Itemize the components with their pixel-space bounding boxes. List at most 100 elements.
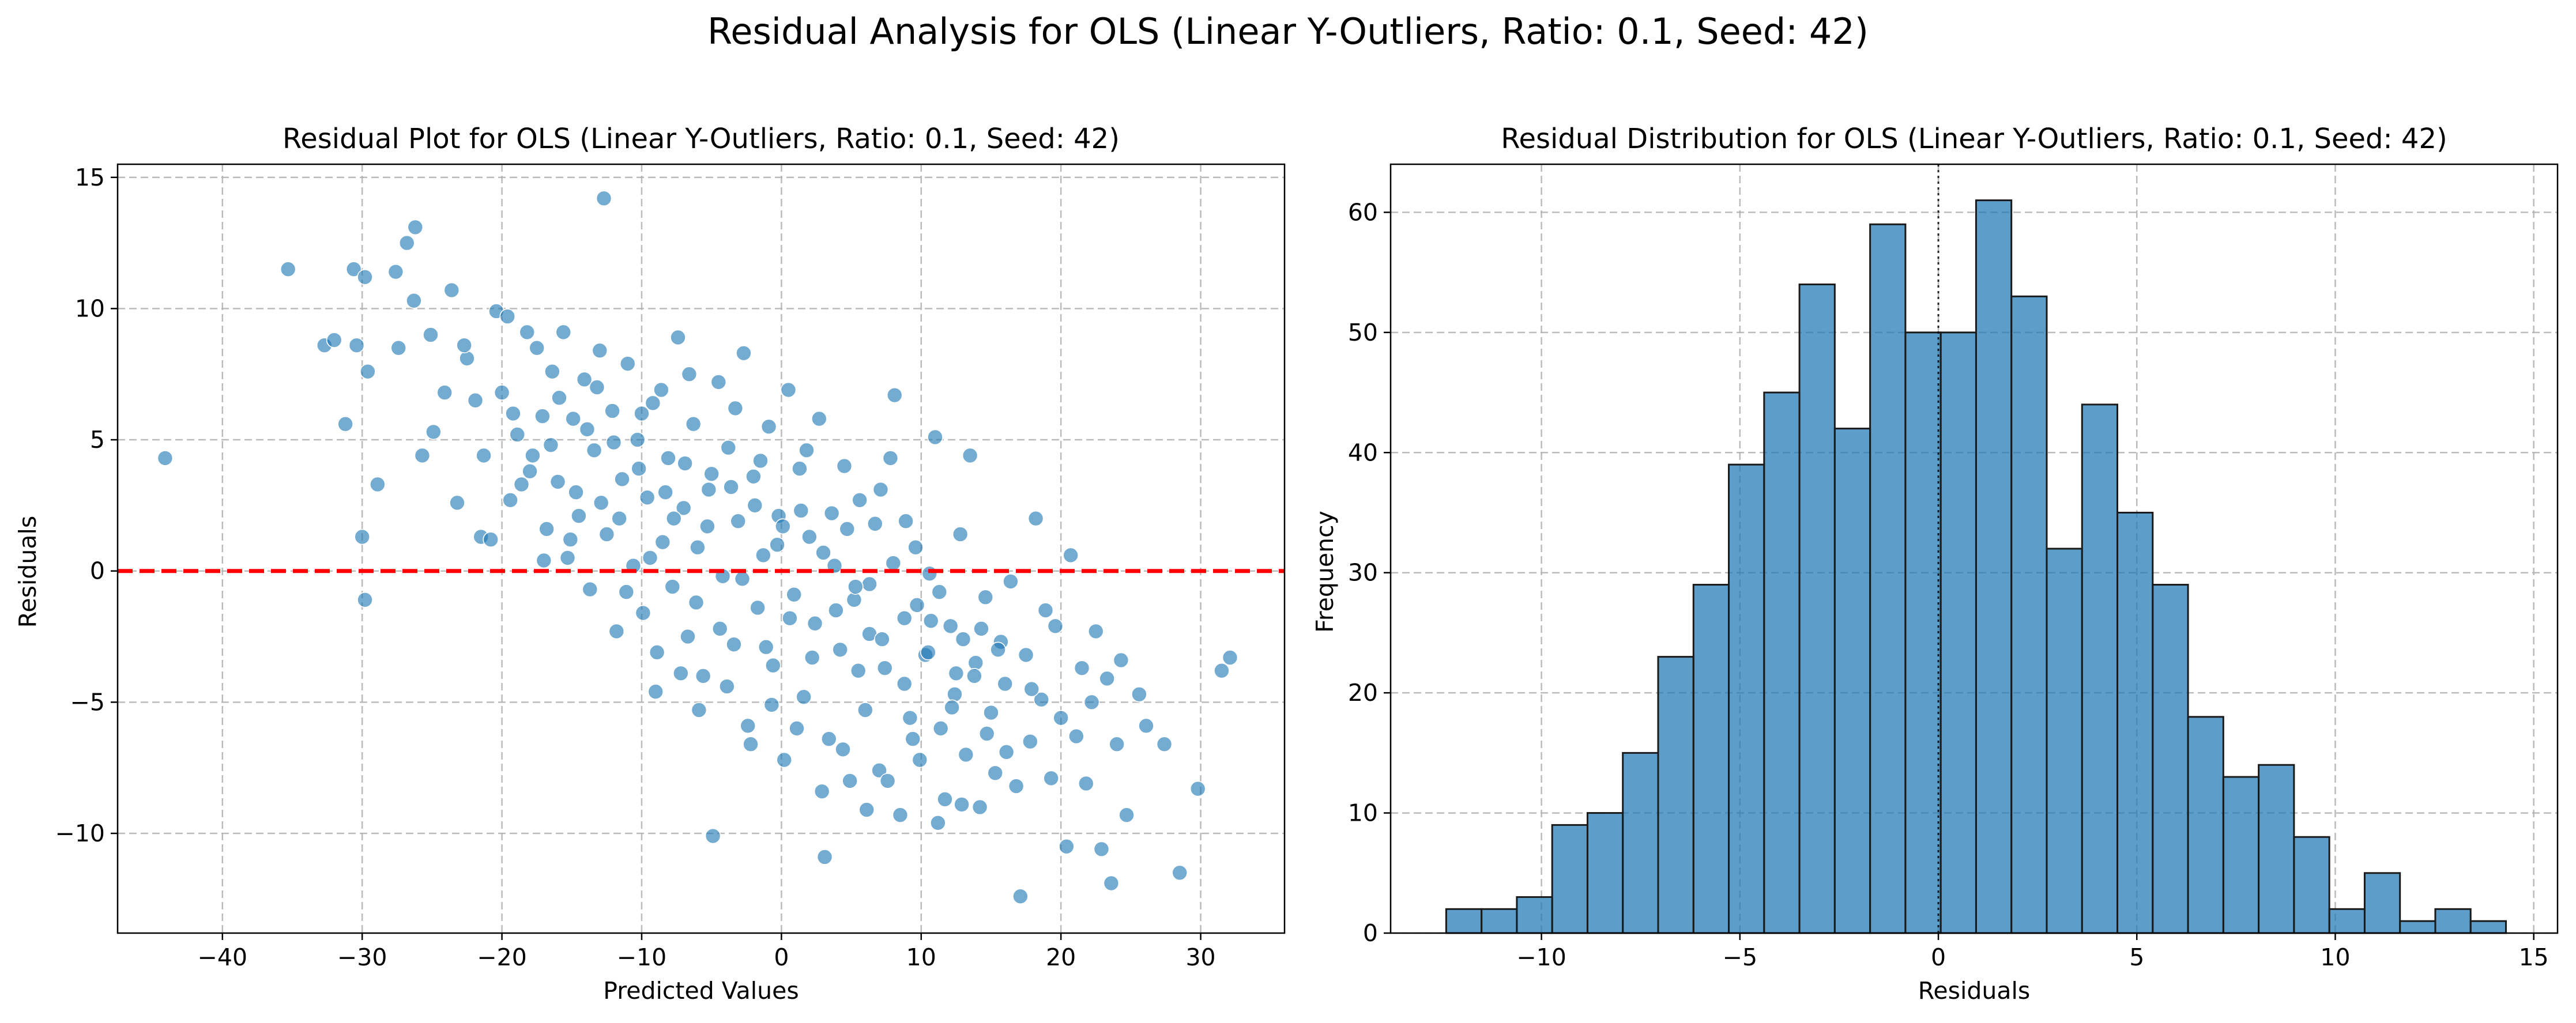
data-point	[502, 492, 518, 508]
figure-suptitle: Residual Analysis for OLS (Linear Y-Outl…	[707, 10, 1869, 52]
data-point	[1023, 681, 1040, 697]
data-point	[414, 447, 431, 464]
data-point	[769, 537, 785, 553]
data-point	[611, 510, 627, 527]
data-point	[927, 429, 943, 446]
data-point	[576, 371, 593, 388]
data-point	[596, 190, 612, 206]
data-point	[1047, 618, 1064, 635]
scatter-ticks: −40 −30 −20 −10 0 10 20 30 −10 −5 0 5 10 15	[55, 164, 1215, 971]
histogram-bar	[2363, 872, 2401, 934]
data-point	[1138, 718, 1154, 734]
data-point	[534, 408, 551, 424]
data-point	[792, 460, 808, 477]
data-point	[1103, 875, 1120, 892]
data-point	[867, 515, 883, 532]
data-point	[839, 521, 856, 537]
data-point	[529, 339, 545, 356]
data-point	[983, 704, 999, 721]
data-point	[544, 363, 560, 380]
data-point	[857, 702, 873, 718]
data-point	[736, 345, 752, 361]
data-point	[804, 650, 820, 666]
data-point	[958, 746, 974, 763]
histogram-bar	[1551, 824, 1588, 934]
data-point	[665, 510, 682, 527]
data-point	[360, 363, 376, 380]
data-point	[1053, 709, 1069, 726]
data-point	[670, 329, 686, 346]
data-point	[691, 702, 707, 718]
data-point	[699, 518, 715, 535]
data-point	[752, 452, 769, 469]
y-tick-label: 30	[1348, 559, 1378, 587]
data-point	[519, 324, 536, 341]
histogram-bar	[2469, 920, 2507, 934]
x-tick-label: 30	[1185, 943, 1215, 971]
data-point	[605, 434, 622, 451]
data-point	[719, 678, 735, 694]
data-point	[876, 660, 893, 676]
data-point	[673, 665, 689, 682]
data-point	[782, 610, 798, 626]
data-point	[629, 432, 646, 448]
data-point	[882, 450, 899, 466]
data-point	[816, 849, 833, 865]
data-point	[660, 450, 676, 466]
data-point	[509, 426, 526, 443]
data-point	[828, 602, 844, 618]
data-point	[280, 261, 296, 277]
x-tick-label: 10	[2320, 943, 2350, 971]
data-point	[966, 668, 982, 684]
data-point	[723, 479, 739, 495]
data-point	[499, 308, 516, 324]
data-point	[1037, 602, 1054, 618]
data-point	[836, 458, 853, 474]
data-point	[765, 657, 781, 674]
y-tick-label: −5	[70, 688, 105, 716]
data-point	[1214, 662, 1230, 679]
data-point	[886, 387, 903, 403]
data-point	[796, 689, 812, 705]
data-point	[525, 447, 541, 464]
histogram-bar	[1833, 428, 1871, 934]
data-point	[760, 418, 777, 435]
data-point	[1008, 778, 1025, 794]
data-point	[1027, 510, 1044, 527]
data-point	[703, 466, 720, 482]
data-point	[948, 665, 965, 682]
data-point	[730, 513, 747, 529]
data-point	[799, 442, 815, 459]
y-tick-label: 5	[90, 426, 105, 454]
histogram-bar	[1622, 752, 1659, 934]
data-point	[801, 529, 818, 545]
x-tick-label: 0	[774, 943, 789, 971]
data-point	[551, 390, 567, 406]
data-point	[1156, 736, 1173, 752]
data-point	[871, 762, 887, 779]
data-point	[690, 539, 706, 556]
data-point	[835, 741, 851, 758]
data-point	[962, 447, 978, 464]
histogram-bar	[1516, 896, 1553, 934]
data-point	[848, 579, 864, 595]
histogram-bar	[2010, 295, 2048, 934]
histogram-x-axis-label: Residuals	[1918, 977, 2031, 1005]
data-point	[747, 497, 763, 514]
data-point	[971, 799, 988, 816]
histogram-bar	[1728, 463, 1765, 934]
data-point	[1087, 623, 1104, 640]
residual-histogram: Residual Distribution for OLS (Linear Y-…	[1311, 123, 2559, 1005]
data-point	[357, 269, 373, 285]
data-point	[921, 565, 938, 582]
data-point	[677, 455, 693, 471]
data-point	[930, 814, 946, 831]
data-point	[846, 591, 863, 608]
scatter-points	[157, 190, 1238, 905]
histogram-bar	[2399, 920, 2436, 934]
data-point	[763, 697, 780, 713]
data-point	[680, 628, 696, 645]
data-point	[657, 484, 673, 500]
data-point	[750, 599, 766, 616]
data-point	[685, 416, 702, 432]
